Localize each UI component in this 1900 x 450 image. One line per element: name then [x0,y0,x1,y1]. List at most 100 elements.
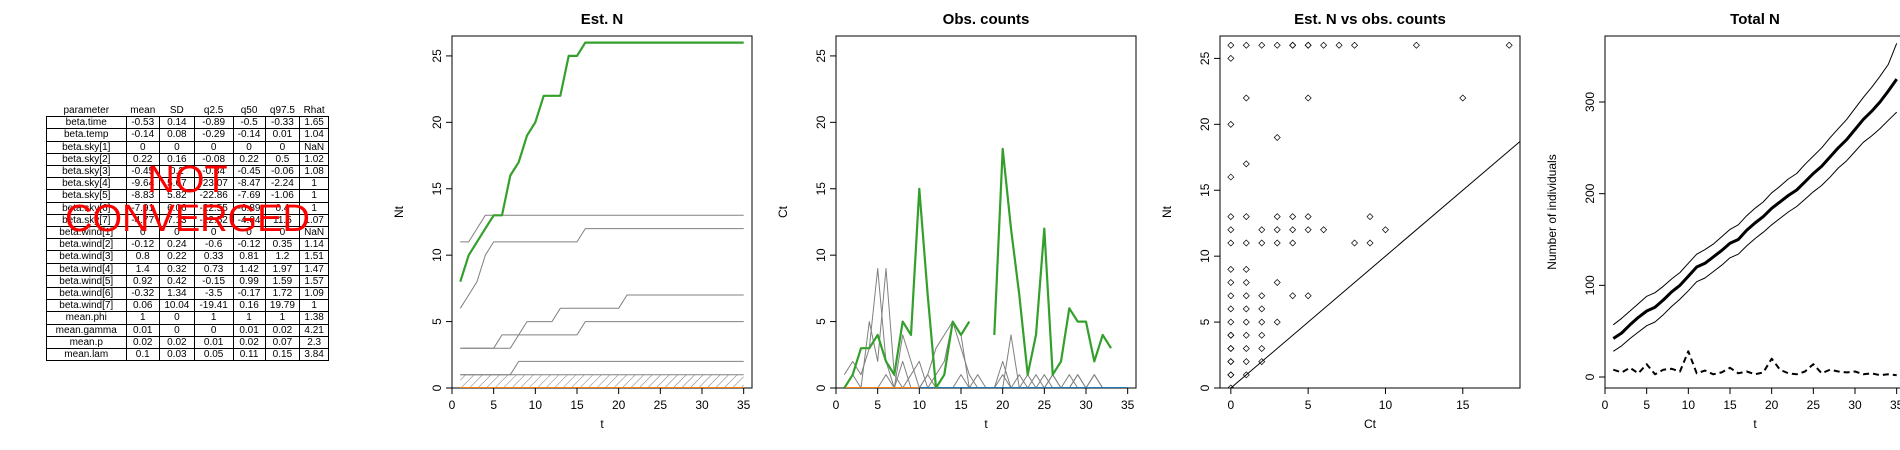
table-row: beta.wind[7] 0.06 10.04 -19.41 0.16 19.79 1 [46,299,329,313]
parameter-value: 0.02 [264,323,301,337]
parameter-value: 11.5 [264,213,301,228]
series-line-3 [1612,350,1897,377]
y-axis-label: Ct [776,205,790,218]
y-tick-label: 20 [814,115,828,129]
data-point [1335,41,1343,49]
data-point [1273,41,1281,49]
series-line-2 [1613,111,1898,352]
y-tick-label: 100 [1583,275,1597,295]
data-point [1242,344,1250,352]
table-row: beta.sky[1] 0 0 0 0 0 NaN [46,140,329,154]
table-row: beta.sky[2] 0.22 0.16 -0.08 0.22 0.5 1.02 [46,152,329,167]
parameter-value: 0.16 [232,299,266,313]
data-point [1227,279,1235,287]
y-axis-label: Nt [392,205,406,218]
parameter-value: -0.29 [193,128,234,142]
column-header: q2.5 [203,105,224,116]
table-row: beta.wind[5] 0.92 0.42 -0.15 0.99 1.59 1.57 [46,274,329,289]
data-point [1304,213,1312,221]
parameter-value: NaN [299,226,329,240]
column-header: mean [130,105,156,116]
series-line-1 [460,214,744,243]
data-point [1366,213,1374,221]
y-tick-label: 10 [814,248,828,262]
parameter-value: 1.38 [299,311,329,325]
chart-title: Est. N vs obs. counts [1294,11,1446,28]
table-row: mean.phi 1 0 1 1 1 1.38 [46,311,329,325]
parameter-value: 1.47 [299,262,329,276]
parameter-name: beta.wind[7] [46,299,127,313]
parameter-value: -0.12 [125,238,160,252]
y-tick-label: 20 [430,115,444,129]
x-tick-label: 30 [695,398,709,412]
series-line-0 [843,268,1128,388]
table-row: beta.sky[3] -0.45 0.2 -0.84 -0.45 -0.06 1.08 [46,165,329,179]
parameter-value: 0 [264,140,301,154]
x-axis-label: Ct [1364,417,1377,431]
series-line-2 [843,334,1128,388]
parameter-value: 0.81 [232,250,266,264]
parameter-name: mean.phi [46,311,127,325]
x-tick-label: 10 [529,398,543,412]
x-tick-label: 20 [996,398,1010,412]
panel-est-n-vs-obs-counts: Est. N vs obs. counts Ct Nt 0 5 10 15 0 5 10 15 20 2… [1160,11,1521,431]
series-line-2 [460,294,744,349]
data-point [1242,318,1250,326]
x-tick-label: 5 [490,398,497,412]
parameter-value: 0.01 [193,335,234,350]
parameter-name: beta.sky[1] [46,140,127,154]
data-point [1242,279,1250,287]
parameter-value: 0.02 [125,335,160,350]
parameter-value: 0.33 [193,250,234,264]
y-axis-label: Number of individuals [1545,154,1559,269]
y-tick-label: 25 [430,49,444,63]
parameter-value: 0.32 [158,262,195,276]
data-point [1227,318,1235,326]
parameter-value: -3.5 [193,287,234,301]
parameter-value: 2.3 [299,335,329,350]
chart-title: Est. N [581,11,624,28]
x-axis-label: t [600,417,604,431]
parameter-value: 0.01 [232,323,266,337]
x-tick-label: 5 [1643,398,1650,412]
parameter-name: beta.time [46,116,127,130]
parameter-value: -0.33 [264,116,301,130]
parameter-value: 1.59 [264,274,301,289]
data-point [1273,279,1281,287]
y-tick-label: 5 [814,318,828,325]
parameter-table-body: beta.time -0.53 0.14 -0.89 -0.5 -0.33 1.65 beta… [46,116,329,362]
table-row: beta.sky[5] -8.83 5.82 -22.86 -7.69 -1.06 1 [46,189,329,203]
plot-area [1612,43,1898,377]
series-line-5 [843,187,971,388]
y-tick-label: 200 [1583,183,1597,203]
data-point [1304,292,1312,300]
parameter-value: 1 [299,189,329,203]
table-row: beta.wind[2] -0.12 0.24 -0.6 -0.12 0.35 1.14 [46,238,329,252]
parameter-value: 19.79 [264,299,301,313]
parameter-name: beta.temp [46,128,127,142]
parameter-value: -0.14 [125,128,160,142]
parameter-value: 0 [264,226,301,240]
parameter-name: beta.sky[7] [46,213,127,228]
x-tick-label: 15 [570,398,584,412]
parameter-value: 0.05 [193,348,234,362]
parameter-value: -0.53 [125,116,160,130]
data-point [1227,358,1235,366]
x-tick-label: 5 [1305,398,1312,412]
parameter-value: 0.03 [158,348,195,362]
data-point [1304,41,1312,49]
parameter-value: 0 [193,323,234,337]
parameter-value: -0.15 [193,274,234,289]
x-tick-label: 30 [1848,398,1862,412]
parameter-value: 1.34 [158,287,195,301]
parameter-value: 7.13 [158,213,195,228]
data-point [1289,292,1297,300]
parameter-name: beta.wind[2] [46,238,127,252]
parameter-value: -4.04 [232,213,266,228]
plot-frame [835,35,1137,389]
parameter-summary: parameter mean SD q2.5 q50 q97.5 Rhat beta.tim… [46,105,329,362]
data-point [1227,384,1235,388]
data-point [1227,239,1235,247]
parameter-value: -7.69 [232,189,266,203]
data-point [1304,41,1312,49]
